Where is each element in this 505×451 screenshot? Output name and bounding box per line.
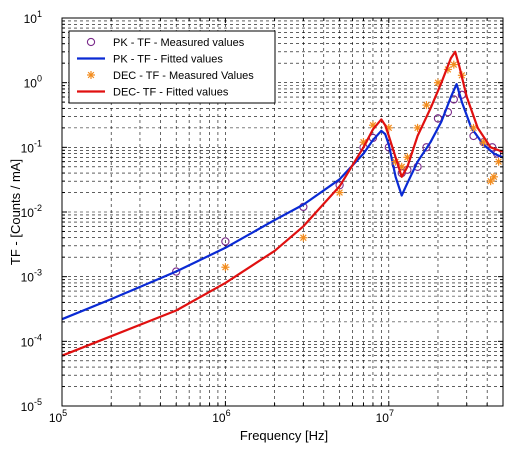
y-tick-label: 10-1 (21, 138, 42, 155)
star-stroke (369, 121, 377, 129)
star-stroke (487, 177, 494, 185)
x-tick-label: 105 (49, 408, 67, 425)
star-stroke (450, 61, 458, 68)
data-point-star (299, 233, 308, 242)
x-tick-label: 107 (376, 408, 394, 425)
star-stroke (490, 173, 498, 181)
legend-swatch-star (87, 71, 95, 79)
legend-item: PK - TF - Fitted values (77, 54, 223, 66)
y-axis-label: TF - [Counts / mA] (8, 159, 23, 265)
data-point-circle (422, 143, 431, 152)
star-stroke (423, 101, 430, 109)
data-point-circle (172, 267, 181, 276)
star-stroke (495, 158, 502, 165)
series-line-3 (61, 50, 504, 357)
y-tick-label: 10-3 (21, 268, 42, 285)
y-tick-label: 10-2 (21, 203, 42, 220)
y-tick-label: 10-5 (21, 397, 42, 414)
y-tick-label: 101 (24, 9, 42, 26)
data-point-circle (221, 237, 230, 246)
series-line-1 (61, 83, 504, 321)
data-point-star (449, 60, 458, 69)
data-point-star (469, 123, 478, 132)
x-axis-label: Frequency [Hz] (240, 428, 328, 443)
data-point-star (335, 188, 344, 197)
star-stroke (470, 124, 477, 132)
legend-label: DEC- TF - Fitted values (113, 87, 229, 99)
star-stroke (404, 154, 411, 161)
data-point-star (422, 101, 431, 110)
y-tick-label: 10-4 (21, 332, 42, 349)
legend-label: PK - TF - Measured values (113, 37, 245, 49)
legend-label: DEC - TF - Measured Values (113, 70, 254, 82)
star-stroke (336, 189, 343, 196)
legend-swatch-circle (86, 37, 96, 47)
star-stroke (414, 124, 421, 132)
y-tick-label: 100 (24, 74, 42, 91)
star-stroke (360, 138, 367, 146)
legend-item: DEC- TF - Fitted values (77, 87, 229, 99)
legend-label: PK - TF - Fitted values (113, 54, 223, 66)
legend-item: DEC - TF - Measured Values (87, 70, 254, 82)
star-stroke (434, 79, 442, 86)
legend-item: PK - TF - Measured values (86, 37, 245, 49)
x-tick-label: 106 (212, 408, 230, 425)
data-point-star (489, 172, 498, 181)
star-stroke (300, 234, 307, 242)
star-stroke (222, 263, 229, 271)
data-point-star (221, 263, 230, 272)
data-point-star (486, 177, 495, 186)
